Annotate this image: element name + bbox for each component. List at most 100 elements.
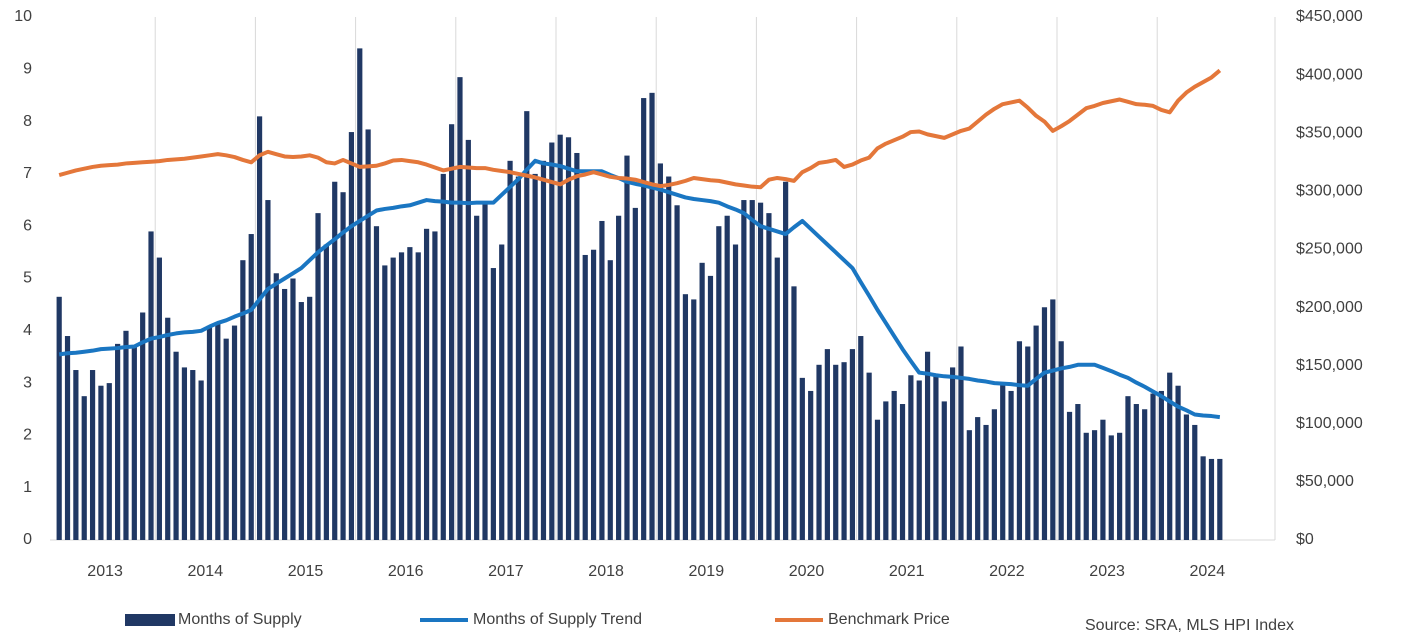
bar	[474, 215, 480, 541]
bar	[899, 404, 906, 540]
bar	[816, 364, 822, 540]
bar	[841, 362, 847, 540]
bar	[599, 220, 605, 540]
bar	[89, 370, 96, 540]
y2-tick-label: $400,000	[1296, 66, 1363, 83]
bar	[716, 226, 722, 540]
bar	[206, 325, 213, 540]
bar	[916, 380, 922, 540]
bar	[115, 343, 121, 540]
bar	[666, 176, 672, 540]
bar	[699, 262, 705, 540]
bar	[382, 265, 388, 540]
x-tick-label: 2015	[288, 563, 324, 580]
y2-tick-label: $250,000	[1296, 241, 1363, 258]
bar	[398, 252, 405, 540]
bar	[682, 294, 689, 540]
y2-tick-label: $150,000	[1296, 357, 1363, 374]
bar	[883, 401, 889, 540]
bar	[1150, 393, 1156, 540]
bar	[1133, 404, 1139, 540]
bar	[407, 247, 413, 540]
bar	[1125, 396, 1131, 540]
y2-tick-label: $350,000	[1296, 124, 1363, 141]
bar	[565, 137, 572, 541]
bar	[298, 302, 304, 540]
bar	[307, 296, 313, 540]
bar	[1083, 432, 1089, 540]
bar	[933, 375, 939, 540]
line	[58, 68, 1222, 190]
y-tick-label: 4	[23, 322, 32, 339]
bar	[198, 380, 204, 540]
bar	[1091, 430, 1098, 540]
bar	[590, 249, 597, 541]
bar	[131, 346, 137, 540]
bar	[156, 257, 162, 540]
bar	[1217, 458, 1223, 540]
bar	[290, 278, 296, 540]
bar	[783, 181, 789, 540]
bar	[674, 205, 680, 540]
bar	[983, 424, 989, 540]
bar	[507, 160, 513, 540]
y2-tick-label: $50,000	[1296, 473, 1354, 490]
y2-tick-label: $200,000	[1296, 299, 1363, 316]
bar	[724, 215, 730, 541]
bar	[482, 202, 488, 541]
bar	[365, 129, 371, 540]
legend-label: Months of Supply	[178, 611, 302, 628]
bar	[165, 317, 171, 540]
bar	[81, 396, 87, 540]
y-tick-label: 5	[23, 270, 32, 287]
bar	[390, 257, 396, 540]
y-tick-label: 1	[23, 479, 32, 496]
y-tick-label: 3	[23, 374, 32, 391]
bar	[248, 234, 254, 541]
bar	[98, 385, 104, 540]
bar	[1200, 456, 1206, 540]
bar	[1016, 341, 1023, 540]
bar	[323, 244, 329, 540]
bar	[273, 273, 279, 540]
x-tick-label: 2020	[789, 563, 825, 580]
y2-tick-label: $0	[1296, 531, 1314, 548]
bar	[340, 192, 346, 540]
bar	[1075, 404, 1081, 540]
legend-label: Months of Supply Trend	[473, 611, 642, 628]
bar	[774, 257, 780, 540]
bar	[582, 254, 588, 540]
bar	[465, 139, 471, 540]
bar	[373, 226, 380, 540]
y-tick-label: 9	[23, 61, 32, 78]
x-tick-label: 2021	[889, 563, 925, 580]
y-tick-label: 8	[23, 113, 32, 130]
bar	[1167, 372, 1173, 540]
bar	[315, 213, 321, 540]
bar	[557, 134, 563, 541]
bar	[975, 417, 981, 540]
x-tick-label: 2023	[1089, 563, 1125, 580]
bar	[1183, 414, 1190, 540]
bar	[215, 322, 221, 540]
bar	[532, 173, 538, 540]
bar	[891, 390, 897, 540]
bar	[148, 231, 154, 540]
bar	[423, 228, 430, 540]
bar	[123, 330, 129, 540]
bar	[449, 124, 455, 540]
x-tick-label: 2019	[689, 563, 725, 580]
bar	[265, 200, 271, 541]
y-tick-label: 0	[23, 531, 32, 548]
bar	[849, 349, 856, 540]
y2-tick-label: $300,000	[1296, 183, 1363, 200]
bar	[190, 370, 196, 540]
x-tick-label: 2013	[87, 563, 123, 580]
bar	[641, 98, 647, 540]
bar	[73, 370, 79, 540]
bar	[908, 375, 914, 540]
bar	[499, 244, 505, 540]
bar	[348, 132, 355, 540]
bar	[958, 346, 964, 540]
